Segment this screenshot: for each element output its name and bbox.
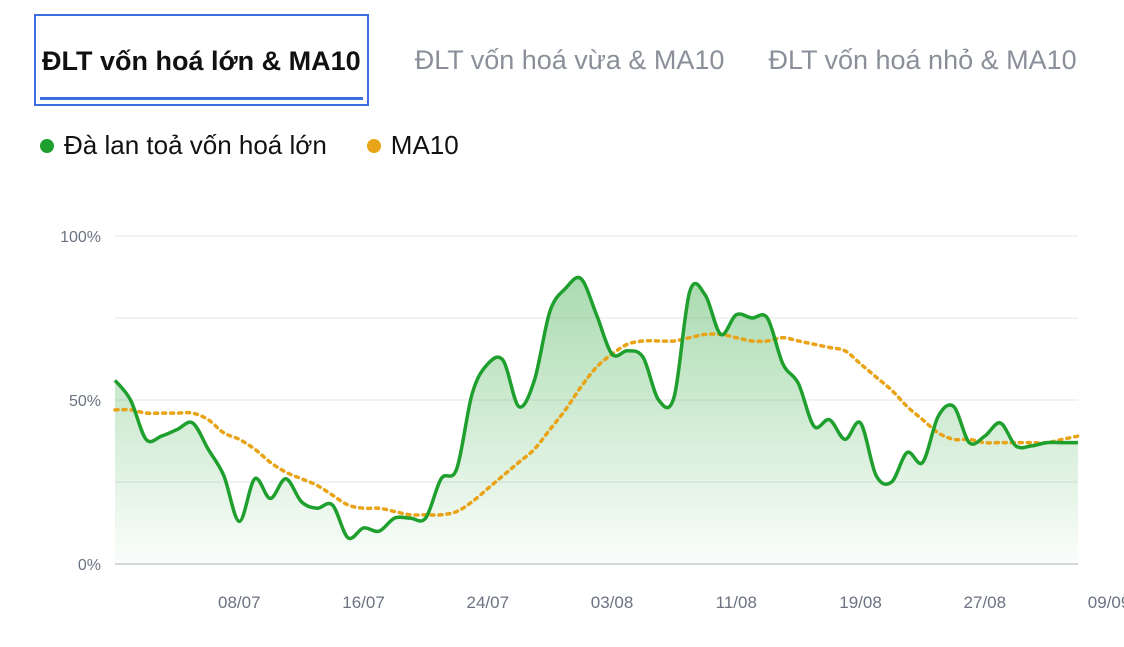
x-tick-label: 19/08: [839, 593, 882, 612]
legend-dot-series: [40, 138, 54, 153]
y-axis-ticks: 0% 50% 100%: [60, 229, 101, 574]
series-line: [113, 275, 1078, 541]
tab-mid-cap[interactable]: ĐLT vốn hoá vừa & MA10: [414, 44, 725, 75]
y-tick-label: 50%: [69, 393, 101, 410]
x-tick-label: 16/07: [342, 593, 385, 612]
tab-small-cap[interactable]: ĐLT vốn hoá nhỏ & MA10: [768, 44, 1077, 75]
x-tick-label: 27/08: [964, 593, 1007, 612]
tab-large-cap[interactable]: ĐLT vốn hoá lớn & MA10: [34, 14, 369, 106]
x-tick-label: 24/07: [467, 593, 510, 612]
y-tick-label: 100%: [60, 229, 101, 246]
legend-item-series[interactable]: Đà lan toả vốn hoá lớn: [40, 130, 327, 161]
x-tick-label: 11/08: [716, 593, 757, 612]
ma10-line: [113, 332, 1080, 517]
chart-tabs: ĐLT vốn hoá lớn & MA10 ĐLT vốn hoá vừa &…: [34, 14, 1121, 106]
legend-label-ma10: MA10: [390, 130, 459, 160]
series-area-fill: [115, 277, 1078, 564]
x-tick-label: 08/07: [218, 593, 261, 612]
x-axis-ticks: 08/07 16/07 24/07 03/08 11/08 19/08 27/08 09/09…: [218, 593, 1124, 612]
y-tick-label: 0%: [78, 557, 101, 574]
legend-dot-ma10: [366, 138, 381, 153]
chart-legend: Đà lan toả vốn hoá lớn MA10: [40, 130, 499, 161]
x-tick-label: 09/09: [1088, 593, 1124, 612]
legend-item-ma10[interactable]: MA10: [366, 130, 459, 161]
legend-label-series: Đà lan toả vốn hoá lớn: [64, 130, 327, 160]
x-tick-label: 03/08: [591, 593, 634, 612]
